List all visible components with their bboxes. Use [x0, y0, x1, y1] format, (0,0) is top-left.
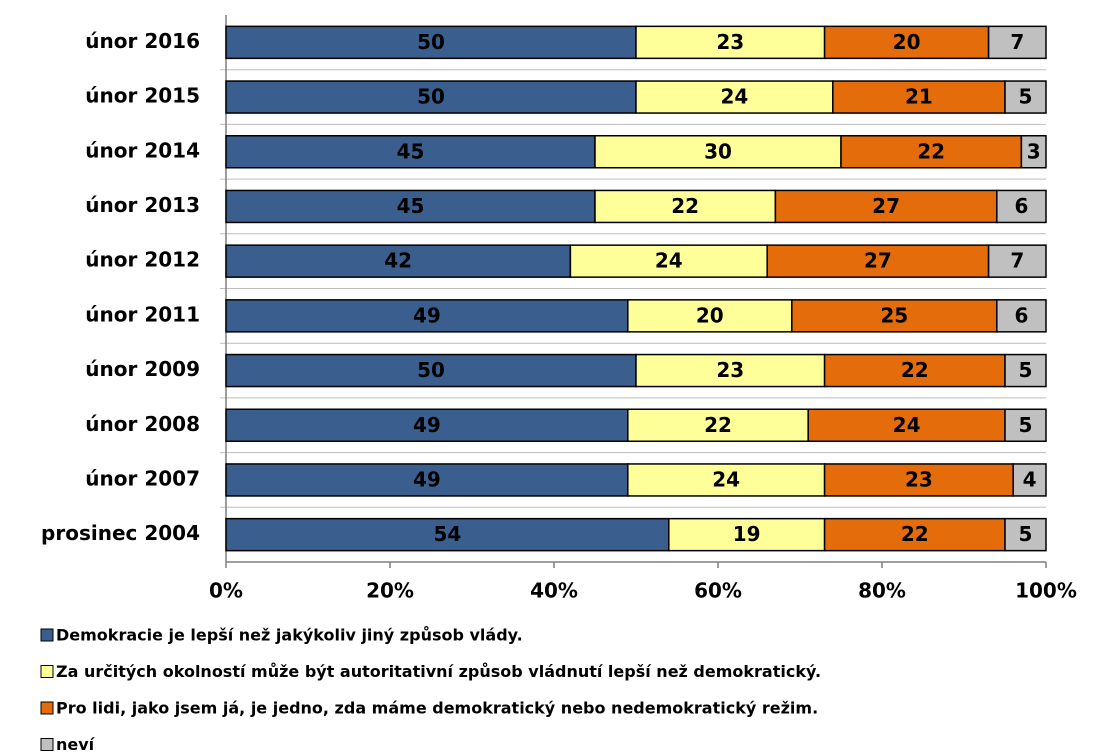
bar-segment [225, 25, 637, 60]
category-label: únor 2012 [85, 248, 200, 272]
bar-segment [840, 135, 1023, 169]
bar-segment [1004, 353, 1047, 388]
category-label: únor 2007 [85, 466, 200, 490]
data-label: 49 [413, 303, 441, 327]
bar-segment [225, 135, 596, 169]
category-label: únor 2009 [85, 357, 200, 381]
bar-segment [774, 189, 998, 224]
data-label: 50 [417, 358, 445, 382]
data-label: 30 [704, 139, 732, 163]
data-label: 24 [712, 467, 740, 491]
bar-segment [987, 25, 1047, 60]
data-label: 50 [417, 30, 445, 54]
data-label: 23 [716, 30, 744, 54]
x-tick-label: 80% [858, 579, 906, 603]
data-label: 23 [905, 467, 933, 491]
legend-swatch [40, 628, 54, 642]
data-label: 5 [1019, 85, 1033, 109]
bar-segment [823, 463, 1014, 497]
bar-segment [225, 244, 572, 278]
bar-segment [225, 517, 670, 552]
bar-segment [627, 299, 793, 333]
bar-segment [791, 299, 998, 333]
data-label: 49 [413, 413, 441, 437]
data-label: 22 [901, 358, 929, 382]
legend-label: Demokracie je lepší než jakýkoliv jiný z… [56, 626, 523, 645]
data-label: 5 [1019, 522, 1033, 546]
data-label: 45 [397, 194, 425, 218]
bar-segment [225, 463, 629, 497]
data-label: 22 [917, 139, 945, 163]
category-label: únor 2016 [85, 29, 200, 53]
category-label: únor 2013 [85, 193, 200, 217]
legend-swatch [40, 701, 54, 715]
legend-swatch [40, 665, 54, 678]
bar-segment [996, 189, 1047, 224]
data-label: 42 [384, 249, 412, 273]
data-label: 27 [864, 249, 892, 273]
category-label: únor 2008 [85, 412, 200, 436]
bar-segment [594, 135, 842, 169]
bar-segment [569, 244, 768, 278]
category-label: únor 2011 [85, 302, 200, 326]
data-label: 24 [655, 249, 683, 273]
bar-segment [766, 244, 990, 278]
data-label: 5 [1019, 413, 1033, 437]
data-label: 27 [872, 194, 900, 218]
bar-segment [823, 25, 990, 60]
data-label: 24 [893, 413, 921, 437]
data-label: 22 [901, 522, 929, 546]
x-tick-label: 60% [694, 579, 742, 603]
bar-segment [1004, 408, 1047, 442]
bar-segment [1020, 135, 1047, 169]
data-label: 5 [1019, 358, 1033, 382]
x-tick-label: 100% [1015, 579, 1077, 603]
data-label: 45 [397, 139, 425, 163]
bar-segment [832, 80, 1006, 114]
data-label: 21 [905, 85, 933, 109]
data-label: 20 [893, 30, 921, 54]
bar-segment [1004, 80, 1047, 114]
category-label: prosinec 2004 [41, 521, 200, 545]
category-label: únor 2014 [85, 138, 200, 162]
category-label: únor 2015 [85, 84, 200, 108]
data-label: 24 [720, 85, 748, 109]
data-label: 20 [696, 303, 724, 327]
data-label: 6 [1014, 303, 1028, 327]
bar-segment [987, 244, 1047, 278]
x-tick-label: 40% [530, 579, 578, 603]
bar-segment [635, 353, 826, 388]
bar-segment [627, 463, 826, 497]
data-label: 3 [1027, 139, 1041, 163]
bar-segment [668, 517, 826, 552]
data-label: 23 [716, 358, 744, 382]
legend-label: neví [56, 735, 96, 754]
bar-segment [823, 353, 1006, 388]
legend-label: Pro lidi, jako jsem já, je jedno, zda má… [56, 699, 818, 718]
data-label: 7 [1010, 30, 1024, 54]
data-label: 49 [413, 467, 441, 491]
data-label: 54 [433, 522, 461, 546]
bar-segment [823, 517, 1006, 552]
data-label: 4 [1023, 467, 1037, 491]
data-label: 22 [671, 194, 699, 218]
bar-segment [635, 80, 834, 114]
data-label: 22 [704, 413, 732, 437]
data-label: 7 [1010, 249, 1024, 273]
legend-label: Za určitých okolností může být autoritat… [56, 662, 821, 681]
data-label: 19 [733, 522, 761, 546]
data-label: 25 [880, 303, 908, 327]
bar-segment [996, 299, 1047, 333]
bar-segment [1004, 517, 1047, 552]
data-label: 6 [1014, 194, 1028, 218]
bar-segment [225, 299, 629, 333]
x-tick-label: 0% [209, 579, 243, 603]
x-tick-label: 20% [366, 579, 414, 603]
legend-swatch [40, 738, 54, 751]
bar-segment [225, 353, 637, 388]
data-label: 50 [417, 85, 445, 109]
bar-segment [1012, 463, 1047, 497]
